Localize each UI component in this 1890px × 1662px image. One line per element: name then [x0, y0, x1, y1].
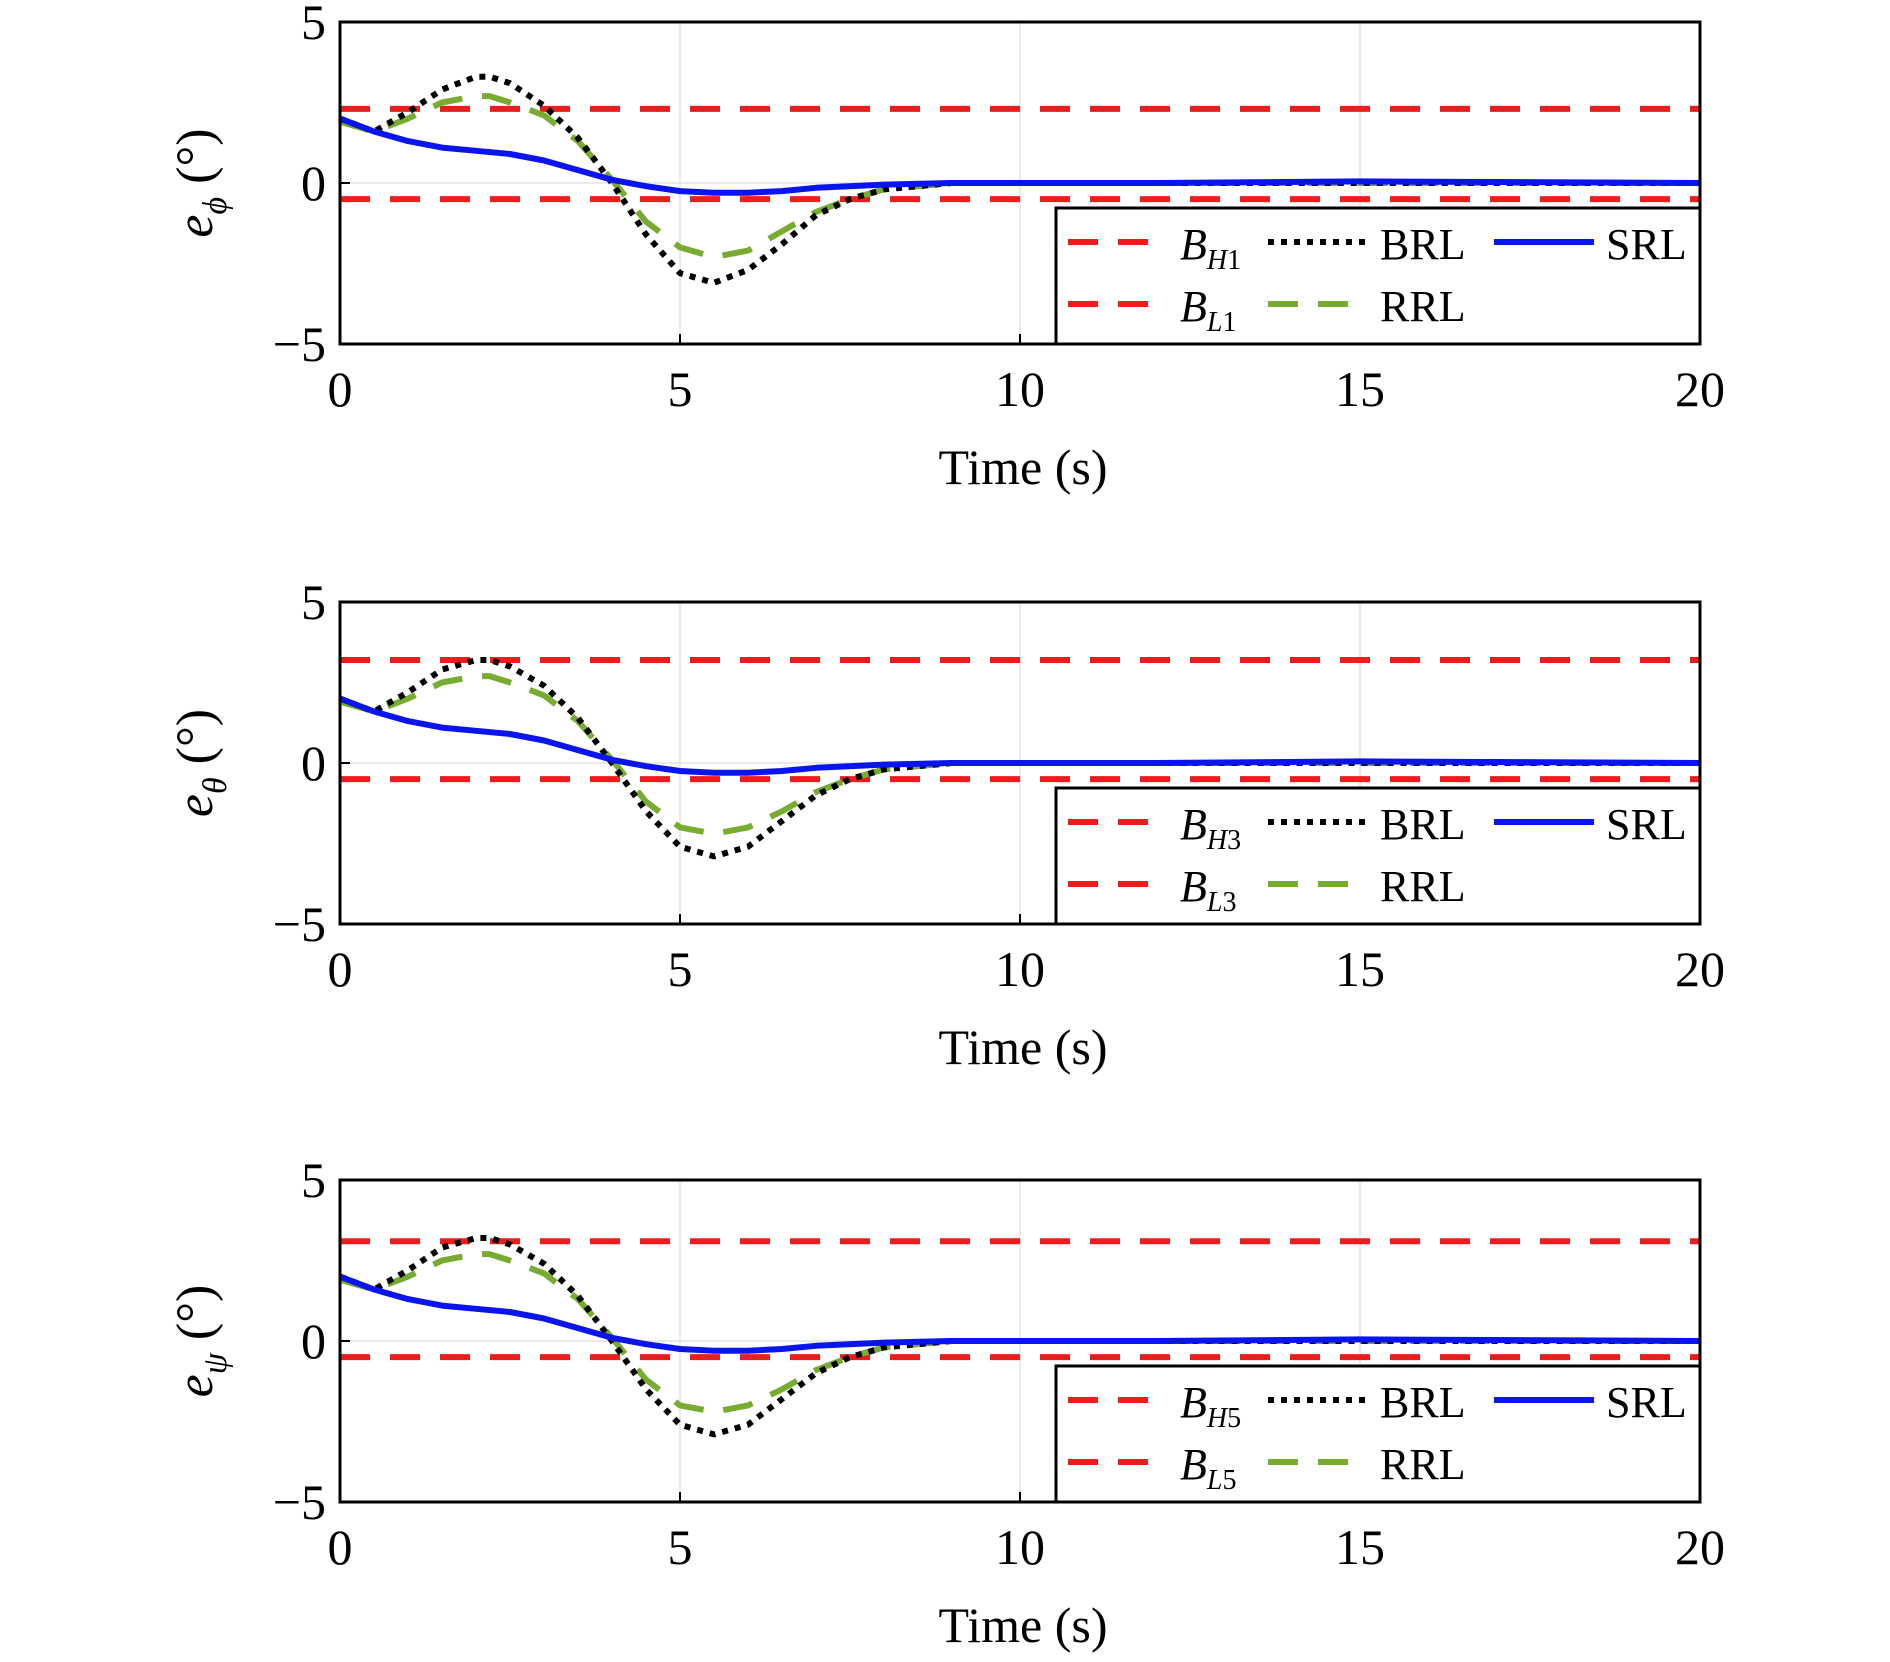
- series-line-srl: [340, 695, 1700, 776]
- legend-name: BRL: [1380, 1378, 1466, 1427]
- legend-sub-number: 3: [1222, 887, 1236, 918]
- x-tick-label: 15: [1335, 1519, 1385, 1575]
- legend-box: [1054, 206, 1702, 346]
- legend-label-bl3: BL3: [1180, 862, 1236, 918]
- x-tick-label: 20: [1675, 941, 1725, 997]
- legend-sub-number: 3: [1227, 825, 1241, 856]
- y-axis-unit: (°): [167, 128, 224, 196]
- x-tick-label: 0: [328, 361, 353, 417]
- legend-sub-letter: L: [1206, 307, 1223, 338]
- legend-label-rrl: RRL: [1380, 282, 1466, 331]
- legend-sub-letter: H: [1206, 1403, 1229, 1434]
- legend-label-bh3: BH3: [1180, 800, 1241, 856]
- legend-label-srl: SRL: [1606, 1378, 1687, 1427]
- legend-name: B: [1180, 282, 1207, 331]
- series-line-srl: [340, 115, 1700, 196]
- legend-name: BRL: [1380, 220, 1466, 269]
- y-axis-title: eϕ (°): [167, 128, 234, 237]
- y-tick-label: 5: [301, 0, 326, 50]
- legend-name: B: [1180, 1378, 1207, 1427]
- legend-name: B: [1180, 1440, 1207, 1489]
- legend-box: [1054, 1364, 1702, 1504]
- legend-label-brl: BRL: [1380, 800, 1466, 849]
- series-group: [340, 73, 1700, 286]
- legend-sub-number: 5: [1222, 1465, 1236, 1496]
- legend-sub-letter: H: [1206, 825, 1229, 856]
- legend-name: B: [1180, 800, 1207, 849]
- legend-sub-letter: H: [1206, 245, 1229, 276]
- x-tick-label: 5: [668, 1519, 693, 1575]
- y-tick-label: 0: [301, 735, 326, 791]
- y-axis-unit: (°): [167, 709, 224, 777]
- y-axis-title: eψ (°): [167, 1285, 234, 1398]
- x-axis-title: Time (s): [938, 439, 1107, 495]
- legend-label-srl: SRL: [1606, 800, 1687, 849]
- y-tick-label: −5: [273, 1474, 326, 1530]
- legend-label-rrl: RRL: [1380, 862, 1466, 911]
- legend-name: BRL: [1380, 800, 1466, 849]
- legend-label-bh1: BH1: [1180, 220, 1241, 276]
- legend-sub-letter: L: [1206, 887, 1223, 918]
- y-tick-label: 5: [301, 1152, 326, 1208]
- x-tick-label: 10: [995, 1519, 1045, 1575]
- y-axis-title: eθ (°): [167, 709, 234, 817]
- legend-name: RRL: [1380, 1440, 1466, 1489]
- series-group: [340, 657, 1700, 860]
- x-tick-label: 20: [1675, 1519, 1725, 1575]
- series-line-srl: [340, 1273, 1700, 1354]
- x-axis-title: Time (s): [938, 1597, 1107, 1653]
- y-axis-unit: (°): [167, 1285, 224, 1353]
- legend-label-bl1: BL1: [1180, 282, 1236, 338]
- x-tick-label: 0: [328, 1519, 353, 1575]
- legend-label-bh5: BH5: [1180, 1378, 1241, 1434]
- x-tick-label: 5: [668, 361, 693, 417]
- legend-sub-number: 1: [1227, 245, 1241, 276]
- y-axis-symbol: e: [167, 794, 224, 817]
- x-tick-label: 10: [995, 941, 1045, 997]
- y-tick-label: −5: [273, 316, 326, 372]
- x-tick-label: 15: [1335, 361, 1385, 417]
- y-axis-symbol: e: [167, 214, 224, 237]
- y-tick-label: 0: [301, 1313, 326, 1369]
- legend-label-brl: BRL: [1380, 220, 1466, 269]
- x-tick-label: 15: [1335, 941, 1385, 997]
- legend-name: RRL: [1380, 282, 1466, 331]
- x-tick-label: 20: [1675, 361, 1725, 417]
- legend-name: B: [1180, 862, 1207, 911]
- legend-name: SRL: [1606, 1378, 1687, 1427]
- x-tick-label: 5: [668, 941, 693, 997]
- y-axis-symbol: e: [167, 1374, 224, 1397]
- legend-name: SRL: [1606, 220, 1687, 269]
- y-axis-subscript: θ: [197, 777, 234, 794]
- series-group: [340, 1235, 1700, 1438]
- legend-sub-number: 1: [1222, 307, 1236, 338]
- legend-label-bl5: BL5: [1180, 1440, 1236, 1496]
- y-tick-label: 0: [301, 155, 326, 211]
- y-tick-label: −5: [273, 896, 326, 952]
- y-axis-subscript: ϕ: [197, 197, 234, 215]
- x-axis-title: Time (s): [938, 1019, 1107, 1075]
- legend-name: B: [1180, 220, 1207, 269]
- y-axis-subscript: ψ: [197, 1352, 234, 1374]
- legend-name: RRL: [1380, 862, 1466, 911]
- x-tick-label: 10: [995, 361, 1045, 417]
- legend-label-brl: BRL: [1380, 1378, 1466, 1427]
- legend-label-rrl: RRL: [1380, 1440, 1466, 1489]
- legend-label-srl: SRL: [1606, 220, 1687, 269]
- x-tick-label: 0: [328, 941, 353, 997]
- legend-box: [1054, 786, 1702, 926]
- y-tick-label: 5: [301, 574, 326, 630]
- legend-sub-number: 5: [1227, 1403, 1241, 1434]
- legend-name: SRL: [1606, 800, 1687, 849]
- legend-sub-letter: L: [1206, 1465, 1223, 1496]
